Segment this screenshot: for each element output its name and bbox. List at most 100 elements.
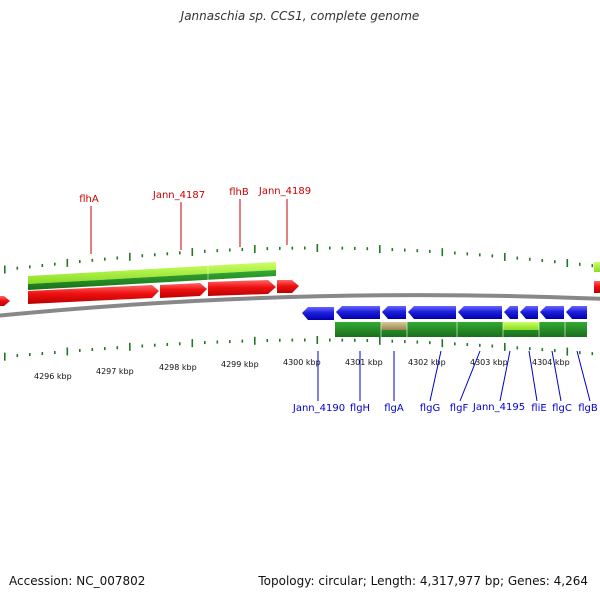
- genome-backbone: [0, 293, 600, 318]
- tick-mark: [416, 340, 419, 344]
- gene-label-flgH[interactable]: flgH: [350, 403, 370, 414]
- tick-mark: [129, 252, 131, 261]
- forward-gene-labels: flhA Jann_4187 flhB Jann_4189: [79, 186, 311, 205]
- tick-mark: [341, 338, 344, 342]
- reverse-label-leaders: [317, 350, 591, 402]
- tick-mark: [16, 354, 19, 358]
- gene-arrow-Jann_4189[interactable]: [277, 280, 299, 293]
- reverse-band-tan: [381, 322, 407, 330]
- gene-arrow-flgB[interactable]: [566, 306, 587, 319]
- gene-arrow-flhB[interactable]: [208, 280, 276, 296]
- forward-band-light-edge: [594, 262, 600, 272]
- gene-label-flhB[interactable]: flhB: [229, 187, 249, 198]
- tick-mark: [104, 257, 106, 261]
- gene-label-Jann_4195[interactable]: Jann_4195: [472, 402, 525, 413]
- tick-mark: [291, 246, 294, 250]
- axis-label: 4303 kbp: [470, 358, 508, 367]
- tick-mark: [154, 253, 156, 257]
- forward-label-leaders: [90, 199, 288, 254]
- gene-label-flgF[interactable]: flgF: [450, 403, 469, 414]
- gene-arrow-flgH[interactable]: [336, 306, 380, 319]
- tick-mark: [591, 264, 594, 268]
- reverse-genes: [302, 306, 587, 320]
- gene-label-flgB[interactable]: flgB: [578, 403, 598, 414]
- gene-label-flgC[interactable]: flgC: [552, 403, 572, 414]
- tick-mark: [504, 342, 506, 351]
- tick-mark: [141, 344, 144, 348]
- tick-mark: [416, 249, 419, 253]
- axis-label: 4296 kbp: [34, 372, 72, 381]
- tick-mark: [404, 340, 406, 344]
- tick-mark: [541, 258, 544, 262]
- tick-mark: [354, 246, 356, 250]
- tick-mark: [566, 259, 569, 268]
- tick-mark: [54, 262, 56, 266]
- forward-genes: [0, 280, 600, 306]
- tick-mark: [229, 340, 231, 344]
- gene-arrow-flgA[interactable]: [382, 306, 406, 319]
- tick-mark: [316, 244, 319, 253]
- tick-mark: [16, 266, 19, 270]
- tick-mark: [29, 265, 31, 269]
- tick-mark: [279, 246, 281, 250]
- reverse-feature-bands: [335, 322, 587, 337]
- tick-mark: [404, 248, 406, 252]
- gene-label-fliE[interactable]: fliE: [531, 403, 546, 414]
- tick-mark: [541, 348, 544, 352]
- gene-label-Jann_4187[interactable]: Jann_4187: [152, 190, 205, 201]
- tick-mark: [216, 249, 219, 253]
- tick-mark: [291, 338, 294, 342]
- tick-mark: [191, 248, 194, 257]
- gene-arrow-flgF[interactable]: [458, 306, 502, 319]
- tick-mark: [504, 252, 506, 261]
- gene-arrow-fliE[interactable]: [520, 306, 538, 319]
- tick-marks: [4, 244, 594, 361]
- tick-mark: [454, 342, 456, 346]
- gene-arrow-flgG[interactable]: [408, 306, 456, 319]
- tick-mark: [304, 246, 306, 250]
- gene-label-flhA[interactable]: flhA: [79, 194, 99, 205]
- gene-arrow-Jann_4195[interactable]: [504, 306, 518, 319]
- reverse-gene-labels: Jann_4190 flgH flgA flgG flgF Jann_4195 …: [292, 402, 598, 414]
- gene-arrow-Jann_4190[interactable]: [302, 307, 334, 320]
- genome-summary-text: Topology: circular; Length: 4,317,977 bp…: [258, 574, 588, 588]
- tick-mark: [491, 344, 494, 348]
- tick-mark: [329, 246, 331, 250]
- tick-mark: [4, 352, 6, 361]
- tick-mark: [241, 339, 244, 343]
- tick-mark: [79, 348, 81, 352]
- forward-gene-arrow-partial[interactable]: [0, 296, 10, 306]
- tick-mark: [154, 343, 156, 347]
- tick-mark: [579, 351, 581, 355]
- tick-mark: [516, 346, 519, 350]
- gene-label-Jann_4190[interactable]: Jann_4190: [292, 403, 345, 414]
- tick-mark: [379, 245, 381, 254]
- axis-label: 4299 kbp: [221, 360, 259, 369]
- tick-mark: [441, 248, 444, 257]
- tick-mark: [4, 265, 6, 274]
- tick-mark: [529, 347, 531, 351]
- axis-label: 4302 kbp: [408, 358, 446, 367]
- gene-label-flgA[interactable]: flgA: [384, 403, 404, 414]
- axis-labels: 4296 kbp 4297 kbp 4298 kbp 4299 kbp 4300…: [34, 358, 570, 381]
- gene-label-Jann_4189[interactable]: Jann_4189: [258, 186, 311, 197]
- gene-arrow-Jann_4187[interactable]: [160, 283, 207, 298]
- tick-mark: [41, 352, 44, 356]
- tick-mark: [241, 247, 244, 251]
- tick-mark: [166, 252, 169, 256]
- gene-arrow-flgC[interactable]: [540, 306, 564, 319]
- gene-arrow-flhA[interactable]: [28, 285, 159, 304]
- gene-label-flgG[interactable]: flgG: [420, 403, 440, 414]
- tick-mark: [29, 353, 31, 357]
- tick-mark: [466, 343, 469, 347]
- tick-mark: [479, 253, 481, 257]
- tick-mark: [66, 347, 69, 356]
- tick-mark: [579, 262, 581, 266]
- tick-mark: [191, 339, 194, 348]
- axis-label: 4300 kbp: [283, 358, 321, 367]
- tick-mark: [466, 252, 469, 256]
- tick-mark: [316, 336, 319, 345]
- forward-gene-arrow-edge[interactable]: [594, 281, 600, 293]
- tick-mark: [491, 254, 494, 258]
- reverse-band-dark: [335, 322, 587, 337]
